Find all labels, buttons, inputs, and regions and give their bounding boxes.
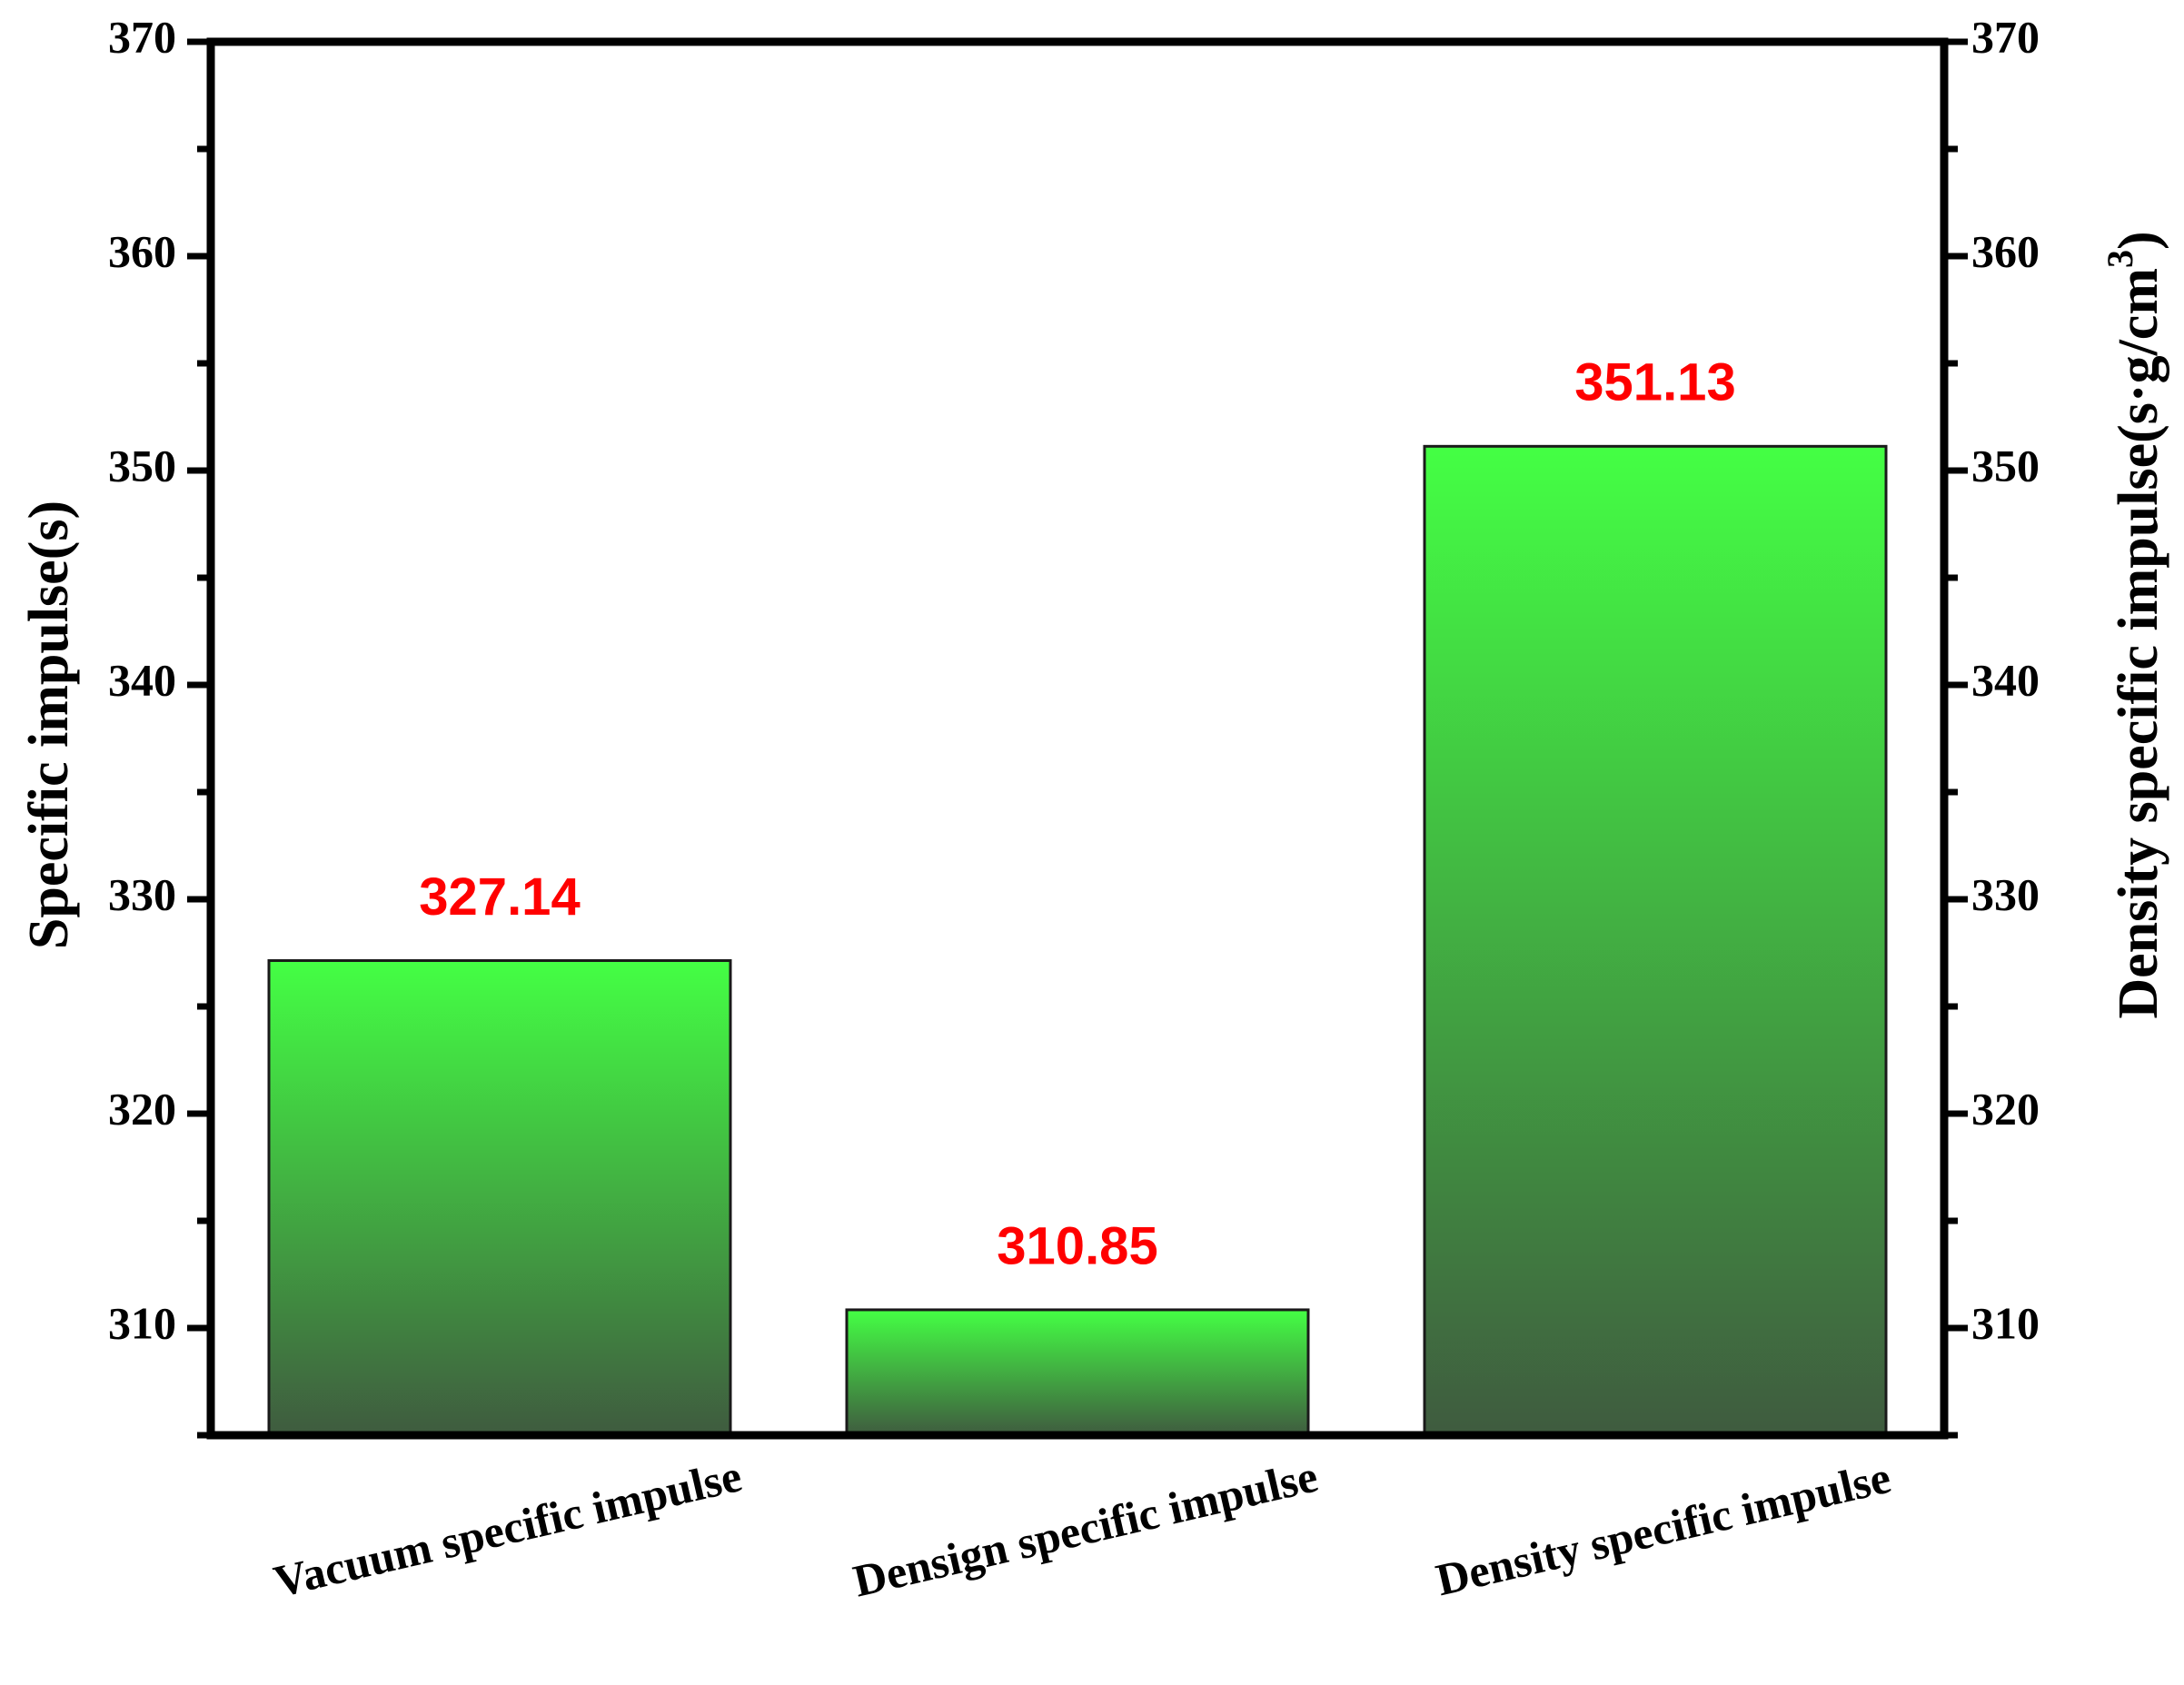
bar-value-label: 327.14: [419, 867, 580, 927]
left-tick-label: 370: [108, 11, 176, 62]
category-label: Densign specific impulse: [849, 1451, 1322, 1607]
left-tick-label: 320: [108, 1083, 176, 1134]
value-labels-group: 327.14 310.85 351.13: [419, 353, 1735, 1276]
left-tick-label: 340: [108, 654, 176, 705]
bars-group: [267, 444, 1888, 1437]
bar-value-label: 310.85: [997, 1216, 1157, 1275]
bar: [1423, 444, 1888, 1437]
category-labels-group: Vacuum specific impulse Densign specific …: [269, 1450, 1895, 1607]
bar: [845, 1308, 1310, 1437]
right-tick-label: 320: [1971, 1083, 2040, 1134]
right-tick-label: 370: [1971, 11, 2040, 62]
left-axis-title: Specific impulse(s): [18, 501, 80, 949]
right-tick-label: 340: [1971, 654, 2040, 705]
left-tick-label: 310: [108, 1297, 176, 1348]
right-tick-label: 330: [1971, 868, 2040, 919]
left-tick-label: 330: [108, 868, 176, 919]
category-label: Vacuum specific impulse: [269, 1450, 746, 1607]
right-axis-title: Density specific impulse(s·g/cm3): [2100, 231, 2170, 1018]
ticks-group: [187, 38, 1968, 1439]
right-axis-title-superscript: 3: [2100, 250, 2140, 268]
left-tick-label: 350: [108, 440, 176, 491]
category-label: Density specific impulse: [1431, 1452, 1895, 1606]
tick-labels-group: 310 310 320 320 330 330 340 340 350 350 360 360 370 3…: [108, 11, 2040, 1348]
right-tick-label: 360: [1971, 225, 2040, 276]
right-tick-label: 350: [1971, 440, 2040, 491]
axes-group: [206, 37, 1949, 1440]
left-tick-label: 360: [108, 225, 176, 276]
right-axis-title-main: Density specific impulse(s·g/cm: [2108, 268, 2169, 1019]
right-tick-label: 310: [1971, 1297, 2040, 1348]
bar: [267, 958, 732, 1437]
bar-value-label: 351.13: [1574, 353, 1735, 412]
right-axis-title-close: ): [2108, 231, 2169, 250]
